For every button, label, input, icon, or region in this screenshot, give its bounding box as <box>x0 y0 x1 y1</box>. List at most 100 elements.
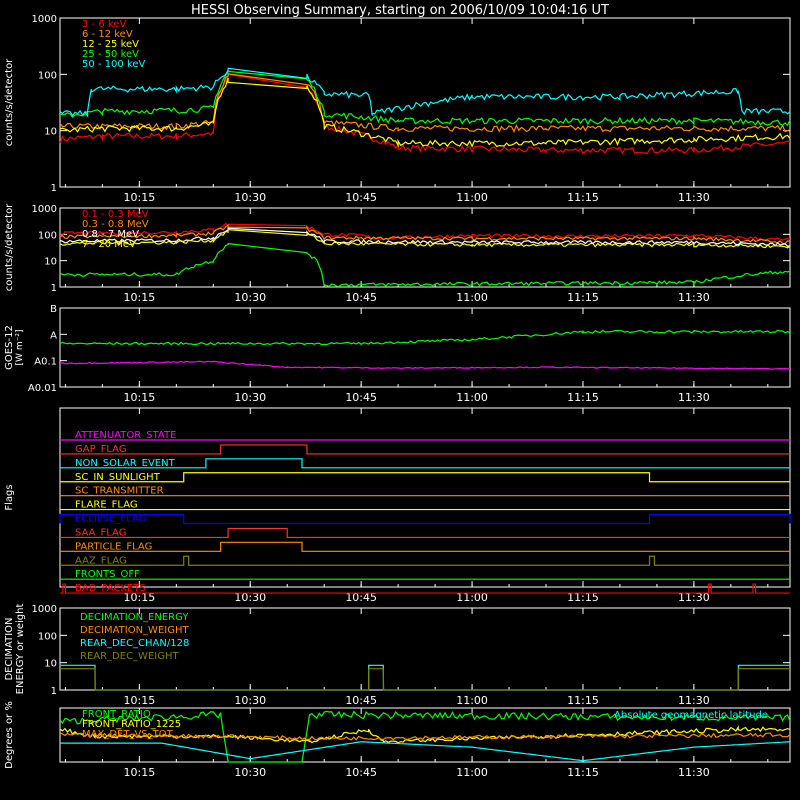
time-tick-label: 10:45 <box>345 191 377 204</box>
flag-label: ECLIPSE_FLAG <box>75 514 146 525</box>
series-line <box>59 732 791 742</box>
time-tick-label: 11:30 <box>678 694 710 707</box>
flag-label: ATTENUATOR_STATE <box>75 430 176 441</box>
time-tick-label: 11:00 <box>456 694 488 707</box>
series-line <box>59 224 791 245</box>
y-axis-label: DECIMATION <box>4 617 15 680</box>
y-tick-label: 100 <box>38 230 57 241</box>
time-tick-label: 11:15 <box>567 694 599 707</box>
legend-entry: 25 - 50 keV <box>82 49 139 60</box>
time-tick-label: 10:45 <box>345 694 377 707</box>
series-line <box>59 725 791 744</box>
legend-entry: MAX_DET_VS_TOT <box>82 729 174 740</box>
time-tick-label: 10:45 <box>345 391 377 404</box>
y-axis-label: counts/s/detector <box>4 58 15 146</box>
time-tick-label: 10:30 <box>234 766 266 779</box>
time-tick-label: 11:15 <box>567 591 599 604</box>
annotation-label: Absolute geomagnetic latitude <box>614 710 768 721</box>
flag-line <box>60 472 790 483</box>
y-tick-label: A0.01 <box>28 383 57 394</box>
flag-line <box>60 541 790 552</box>
panel-frame-0 <box>59 17 791 188</box>
series-line <box>59 242 791 288</box>
flag-label: SAA_FLAG <box>75 527 126 538</box>
y-tick-label: B <box>50 304 57 315</box>
figure-title: HESSI Observing Summary, starting on 200… <box>191 3 609 18</box>
legend-entry: 50 - 100 keV <box>82 59 146 70</box>
time-tick-label: 10:45 <box>345 291 377 304</box>
time-tick-label: 10:45 <box>345 766 377 779</box>
time-tick-label: 11:30 <box>678 591 710 604</box>
time-tick-label: 11:30 <box>678 766 710 779</box>
series-line <box>59 67 791 119</box>
series-line <box>59 360 791 370</box>
flag-label: FRONTS_OFF <box>75 569 140 580</box>
flag-line <box>60 583 790 594</box>
legend-entry: REAR_DEC_CHAN/128 <box>80 638 189 649</box>
y-tick-label: 10 <box>44 659 57 670</box>
legend-entry: 0.1 - 0.3 MeV <box>82 209 149 220</box>
legend-entry: 12 - 25 keV <box>82 39 139 50</box>
y-axis-label: Degrees or % <box>4 701 15 769</box>
time-tick-label: 10:30 <box>234 591 266 604</box>
time-tick-label: 11:00 <box>456 291 488 304</box>
time-tick-label: 11:15 <box>567 191 599 204</box>
series-line <box>59 710 791 763</box>
y-axis-unit: [W m⁻²] <box>15 330 25 366</box>
legend-entry: 3 - 6 keV <box>82 19 126 30</box>
time-tick-label: 10:30 <box>234 694 266 707</box>
y-tick-label: 100 <box>38 631 57 642</box>
panel-frame-1 <box>59 207 791 288</box>
series-line <box>60 664 790 691</box>
series-line <box>59 73 790 155</box>
y-axis-label: counts/s/detector <box>4 203 15 291</box>
y-tick-label: 1000 <box>32 14 57 25</box>
y-tick-label: 1 <box>51 283 57 294</box>
time-tick-label: 10:30 <box>234 291 266 304</box>
legend-entry: REAR_DEC_WEIGHT <box>80 651 179 662</box>
time-tick-label: 10:15 <box>124 591 156 604</box>
series-line <box>60 668 790 691</box>
legend-entry: 0.3 - 0.8 MeV <box>82 219 149 230</box>
time-tick-label: 11:15 <box>567 391 599 404</box>
y-tick-label: 1 <box>51 183 57 194</box>
y-tick-label: 10 <box>44 257 57 268</box>
flag-label: PARTICLE_FLAG <box>75 541 152 552</box>
y-tick-label: 100 <box>38 70 57 81</box>
series-line <box>59 73 791 133</box>
time-tick-label: 11:30 <box>678 291 710 304</box>
flag-line <box>59 513 791 525</box>
time-tick-label: 11:30 <box>678 391 710 404</box>
series-line <box>59 70 791 127</box>
time-tick-label: 11:15 <box>567 291 599 304</box>
flag-line <box>60 527 790 539</box>
flag-line <box>60 458 790 469</box>
flag-label: SC_IN_SUNLIGHT <box>75 472 161 483</box>
series-line <box>59 229 791 249</box>
series-line <box>59 227 791 247</box>
time-tick-label: 10:15 <box>124 191 156 204</box>
legend-entry: DECIMATION_WEIGHT <box>80 625 189 636</box>
flag-label: AAZ_FLAG <box>75 555 127 566</box>
time-tick-label: 11:00 <box>456 391 488 404</box>
flag-label: FLARE_FLAG <box>75 500 138 511</box>
legend-entry: DECIMATION_ENERGY <box>80 612 189 623</box>
y-axis-label: GOES-12 <box>4 325 15 370</box>
time-tick-label: 10:15 <box>124 694 156 707</box>
y-tick-label: A <box>50 330 57 341</box>
time-tick-label: 10:15 <box>124 291 156 304</box>
time-tick-label: 11:15 <box>567 766 599 779</box>
time-tick-label: 10:30 <box>234 191 266 204</box>
y-tick-label: 10 <box>44 127 57 138</box>
flag-label: BAD_PACKETS <box>75 583 146 594</box>
panel-frame-2 <box>59 307 791 388</box>
flag-line <box>60 444 790 455</box>
series-line <box>59 222 791 241</box>
time-tick-label: 10:30 <box>234 391 266 404</box>
time-tick-label: 10:15 <box>124 391 156 404</box>
legend-entry: 0.8 - 7 MeV <box>82 229 139 240</box>
series-line <box>60 741 791 762</box>
time-tick-label: 10:45 <box>345 591 377 604</box>
time-tick-label: 11:30 <box>678 191 710 204</box>
legend-entry: 7 - 20 MeV <box>82 239 136 250</box>
